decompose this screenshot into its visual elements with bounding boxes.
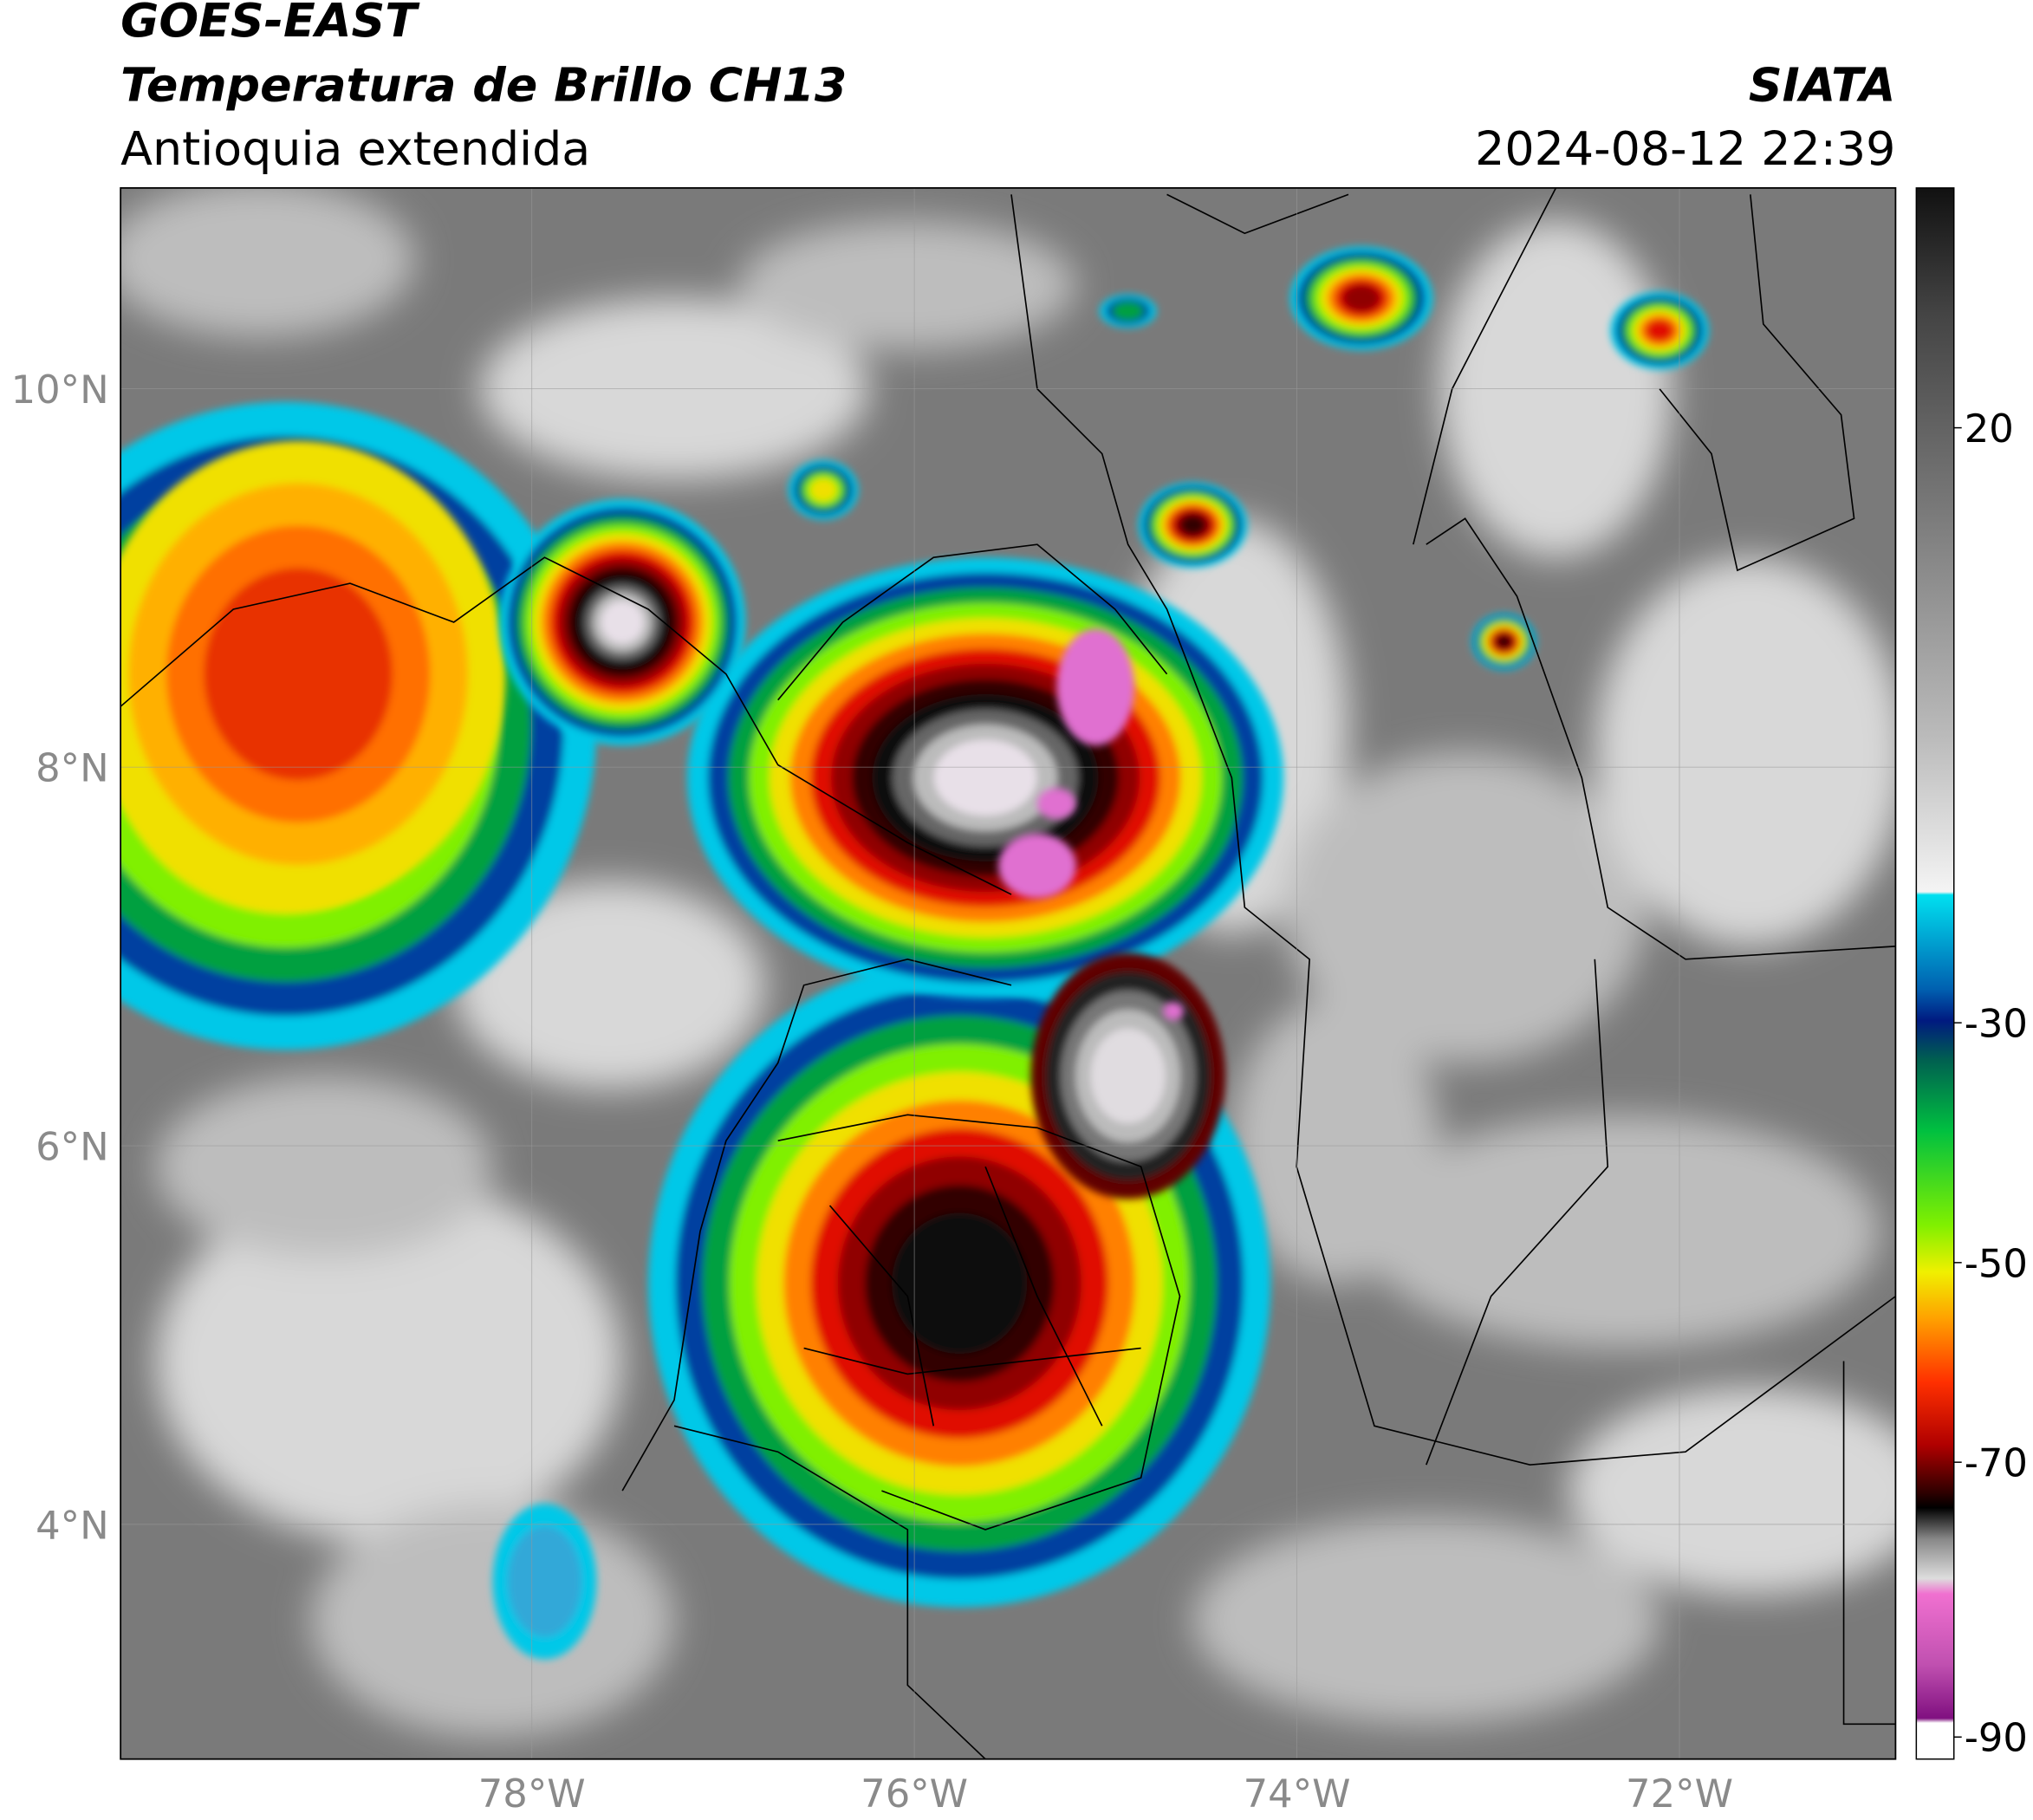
lon-tick-label: 76°W <box>861 1771 968 1817</box>
lat-tick-label: 4°N <box>36 1502 109 1548</box>
border-line <box>803 1166 1141 1427</box>
borders <box>120 187 1896 1759</box>
storm <box>686 557 1284 998</box>
storm-layer <box>507 1525 582 1637</box>
border-line <box>1426 959 1609 1466</box>
source-title: GOES-EAST <box>120 0 420 48</box>
cloud <box>311 1504 675 1738</box>
cloud <box>738 220 1076 350</box>
border-line <box>1659 194 1855 572</box>
storm <box>1471 613 1536 671</box>
colorbar-tick-label: -70 <box>1965 1440 2028 1486</box>
storm-layer <box>809 478 837 502</box>
storm <box>1099 294 1157 328</box>
satellite-imagery <box>120 187 1896 1759</box>
storm <box>499 498 746 746</box>
storm <box>1610 291 1709 370</box>
border-line <box>1842 1361 1896 1726</box>
cloud <box>120 187 415 337</box>
datetime: 2024-08-12 22:39 <box>1475 121 1895 176</box>
border-line <box>777 1114 1181 1531</box>
border-line <box>621 958 1012 1492</box>
map-frame <box>120 186 1897 1760</box>
cloud <box>1361 1115 1880 1349</box>
storm <box>1138 482 1248 569</box>
border-line <box>1010 194 1896 1466</box>
colorbar-tick-label: 20 <box>1965 406 2014 452</box>
colorbar-tick-label: -50 <box>1965 1240 2028 1286</box>
cloud <box>1231 998 1439 1284</box>
product-title: Temperatura de Brillo CH13 <box>120 58 847 113</box>
lon-tick-label: 78°W <box>478 1771 586 1817</box>
colorbar-tick-label: -90 <box>1965 1715 2028 1761</box>
storm <box>492 1504 597 1660</box>
lat-tick-label: 6°N <box>36 1124 109 1170</box>
border-line <box>673 1425 986 1759</box>
lat-tick-label: 8°N <box>36 745 109 791</box>
cold-core <box>1163 1002 1185 1021</box>
agency: SIATA <box>1749 58 1896 113</box>
storm-layer <box>933 739 1037 816</box>
storm-layer <box>601 601 644 644</box>
cloud <box>1283 751 1647 1063</box>
storm <box>1289 246 1433 350</box>
cloud <box>1569 1387 1896 1595</box>
cold-core <box>998 833 1076 899</box>
cloud <box>1192 1517 1660 1725</box>
cloud-layer <box>120 187 1896 1738</box>
storm <box>120 440 506 907</box>
cloud <box>1595 557 1896 946</box>
colorbar <box>1915 187 1955 1760</box>
lon-tick-label: 74°W <box>1244 1771 1351 1817</box>
colorbar-tick-label: -30 <box>1965 1001 2028 1047</box>
region-subtitle: Antioquia extendida <box>120 121 590 176</box>
storm <box>788 459 859 520</box>
cold-core <box>1056 628 1135 746</box>
storm-layer <box>1342 284 1380 312</box>
cloud <box>155 1076 493 1258</box>
border-line <box>777 543 1168 701</box>
border-line <box>1166 193 1349 235</box>
storm-layer <box>1645 319 1674 342</box>
storm-layer <box>1179 515 1206 536</box>
cold-core <box>1036 788 1076 820</box>
lat-tick-label: 10°N <box>11 367 109 413</box>
lon-tick-label: 72°W <box>1626 1771 1733 1817</box>
cloud <box>155 1180 623 1543</box>
border-line <box>120 556 1012 895</box>
storm-layer <box>1112 302 1144 321</box>
storm-layer <box>892 1212 1028 1355</box>
border-line <box>1426 517 1896 960</box>
storm-layer <box>204 568 393 781</box>
storm-layer <box>1496 634 1512 649</box>
overshooting-tops <box>998 628 1185 1021</box>
storm-layer <box>1090 1028 1166 1124</box>
